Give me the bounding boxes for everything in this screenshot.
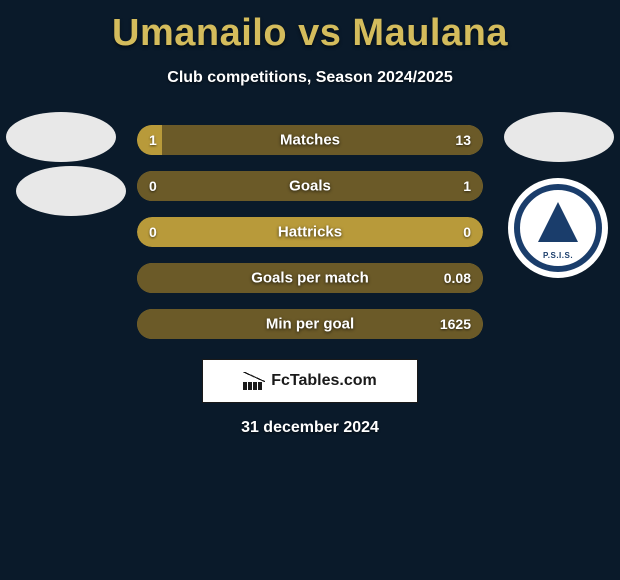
player-right-badge-1 (504, 112, 614, 162)
date-text: 31 december 2024 (0, 419, 620, 437)
player-left-badge-2 (16, 166, 126, 216)
stat-value-right: 0.08 (444, 270, 471, 286)
crest-label: P.S.I.S. (543, 251, 573, 260)
stat-value-right: 0 (463, 224, 471, 240)
stat-bar: Min per goal 1625 (137, 309, 483, 339)
stat-value-left: 0 (149, 178, 157, 194)
stat-value-right: 13 (455, 132, 471, 148)
stat-label: Goals (289, 178, 331, 195)
subtitle: Club competitions, Season 2024/2025 (0, 69, 620, 87)
stat-label: Min per goal (266, 316, 354, 333)
stat-value-right: 1 (463, 178, 471, 194)
stat-value-left: 0 (149, 224, 157, 240)
stat-bar: Matches 1 13 (137, 125, 483, 155)
player-right-crest: P.S.I.S. (508, 178, 608, 278)
stat-bar: Goals 0 1 (137, 171, 483, 201)
stat-bar: Goals per match 0.08 (137, 263, 483, 293)
stat-label: Hattricks (278, 224, 342, 241)
stat-bar: Hattricks 0 0 (137, 217, 483, 247)
stat-value-left: 1 (149, 132, 157, 148)
page-title: Umanailo vs Maulana (0, 0, 620, 55)
stat-label: Goals per match (251, 270, 369, 287)
branding-box[interactable]: FcTables.com (202, 359, 418, 403)
player-left-badge-1 (6, 112, 116, 162)
stat-label: Matches (280, 132, 340, 149)
stat-value-right: 1625 (440, 316, 471, 332)
brand-text: FcTables.com (271, 372, 377, 390)
bar-chart-icon (243, 372, 265, 390)
crest-icon (538, 202, 578, 242)
